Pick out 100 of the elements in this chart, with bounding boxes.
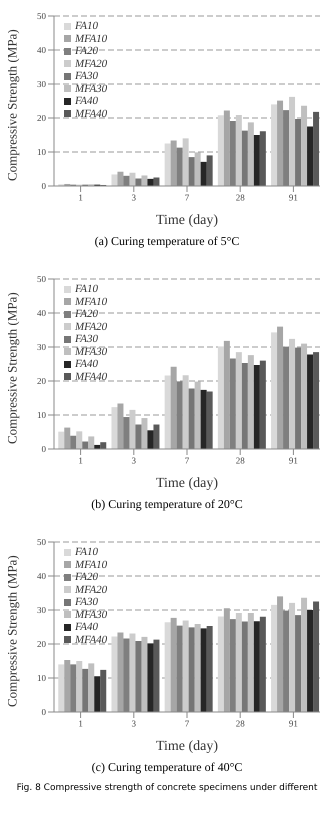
- bar: [236, 114, 242, 186]
- bar: [242, 130, 248, 186]
- bar: [206, 155, 213, 186]
- bar: [164, 622, 171, 712]
- x-axis-title: Time (day): [156, 739, 218, 754]
- x-tick-label: 7: [184, 455, 190, 466]
- bar: [194, 382, 201, 449]
- bar: [277, 596, 284, 712]
- x-tick-label: 1: [78, 455, 83, 466]
- bar: [135, 178, 142, 186]
- legend-label: FA30: [75, 70, 98, 82]
- bar: [100, 670, 106, 712]
- legend-label: MFA40: [75, 370, 108, 383]
- bar: [82, 442, 88, 449]
- bar: [295, 119, 302, 186]
- bar: [254, 621, 260, 712]
- legend-label: MFA20: [75, 58, 108, 70]
- y-tick-label: 20: [37, 639, 46, 650]
- y-tick-label: 20: [37, 376, 46, 386]
- legend-label: MFA40: [75, 634, 108, 646]
- bar: [135, 640, 142, 712]
- legend-label: MFA30: [75, 82, 108, 95]
- x-tick-label: 3: [132, 455, 137, 466]
- legend-label: FA30: [75, 596, 98, 608]
- bar: [236, 352, 242, 449]
- bar: [194, 624, 201, 712]
- bar: [188, 627, 195, 712]
- bar: [242, 622, 248, 712]
- y-tick-label: 10: [37, 673, 46, 684]
- bar: [147, 178, 154, 186]
- bar: [313, 602, 320, 712]
- bar: [307, 354, 314, 449]
- bar: [248, 613, 254, 712]
- bar: [58, 432, 64, 449]
- bar: [82, 668, 88, 712]
- bar: [117, 632, 124, 712]
- bar: [147, 643, 154, 712]
- bar: [141, 418, 148, 449]
- x-tick-label: 28: [236, 455, 246, 466]
- bar: [277, 100, 284, 186]
- x-axis-title: Time (day): [156, 213, 218, 228]
- bar: [289, 338, 296, 449]
- bar: [88, 663, 94, 712]
- bar: [94, 676, 100, 712]
- bar: [206, 626, 213, 712]
- bar: [289, 602, 296, 712]
- bar: [111, 407, 118, 449]
- y-tick-label: 50: [37, 537, 46, 548]
- caption: Fig. 8 Compressive strength of concrete specimens under different: [16, 783, 318, 793]
- bar: [218, 616, 224, 712]
- bar: [76, 661, 82, 712]
- bar: [58, 664, 64, 712]
- bar: [188, 157, 195, 186]
- bar: [248, 355, 254, 449]
- bar: [200, 628, 207, 712]
- y-tick-label: 10: [37, 147, 46, 158]
- y-tick-label: 0: [42, 444, 46, 454]
- legend-label: MFA10: [75, 296, 108, 308]
- y-tick-label: 50: [37, 11, 46, 22]
- bar: [182, 375, 189, 449]
- bar: [182, 620, 189, 712]
- legend-label: MFA10: [75, 558, 108, 571]
- bar: [200, 390, 207, 449]
- bar: [260, 360, 266, 449]
- y-tick-label: 10: [37, 410, 46, 420]
- bar: [100, 442, 106, 449]
- text: (b) Curing temperature of 20°C: [90, 497, 244, 512]
- bar: [76, 431, 82, 449]
- bar: [182, 138, 189, 186]
- y-tick-label: 40: [37, 45, 46, 56]
- bar: [260, 616, 266, 712]
- bar: [242, 362, 248, 449]
- x-tick-label: 91: [288, 192, 298, 202]
- bar: [129, 172, 136, 186]
- legend-label: MFA30: [75, 608, 108, 621]
- bar: [224, 110, 230, 186]
- bar: [313, 352, 320, 449]
- bar: [129, 410, 136, 449]
- bar: [153, 640, 160, 712]
- bar: [277, 326, 284, 449]
- legend-label: FA30: [75, 333, 98, 346]
- bar: [271, 604, 278, 712]
- bar: [313, 112, 320, 186]
- bar: [224, 608, 230, 712]
- bar: [218, 346, 224, 449]
- bar: [188, 388, 195, 449]
- bar: [64, 660, 70, 712]
- bar: [164, 144, 171, 186]
- y-tick-label: 30: [37, 605, 46, 616]
- x-tick-label: 28: [236, 192, 246, 202]
- bar: [301, 106, 308, 186]
- bar: [64, 428, 70, 449]
- bar: [153, 178, 160, 186]
- legend-label: MFA10: [75, 32, 108, 45]
- bar: [248, 122, 254, 186]
- x-tick-label: 7: [184, 192, 190, 202]
- y-tick-label: 40: [37, 571, 46, 582]
- text: (c) Curing temperature of 40°C: [90, 760, 244, 775]
- bar: [111, 636, 118, 712]
- bar: [307, 610, 314, 712]
